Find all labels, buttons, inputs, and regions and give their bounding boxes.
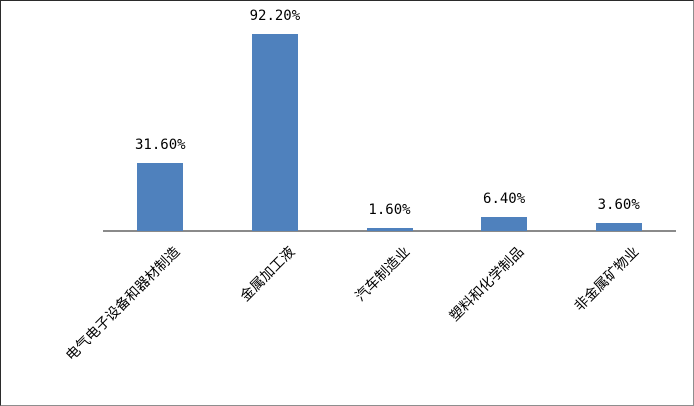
bar-2 xyxy=(251,34,298,231)
bar-3 xyxy=(366,227,413,231)
value-label-4: 6.40% xyxy=(483,191,526,208)
value-label-3: 1.60% xyxy=(368,201,411,218)
bar-4 xyxy=(481,217,528,231)
bar-5 xyxy=(595,223,642,231)
bar-1 xyxy=(137,163,184,231)
category-label-5: 非金属矿物业 xyxy=(571,244,643,315)
value-label-5: 3.60% xyxy=(597,197,640,214)
category-label-3: 汽车制造业 xyxy=(352,244,413,305)
category-label-4: 塑料和化学制品 xyxy=(446,244,528,325)
value-label-2: 92.20% xyxy=(249,8,301,24)
category-label-2: 金属加工液 xyxy=(237,244,299,305)
category-label-1: 电气电子设备和器材制造 xyxy=(63,244,184,365)
value-label-1: 31.60% xyxy=(135,137,186,154)
